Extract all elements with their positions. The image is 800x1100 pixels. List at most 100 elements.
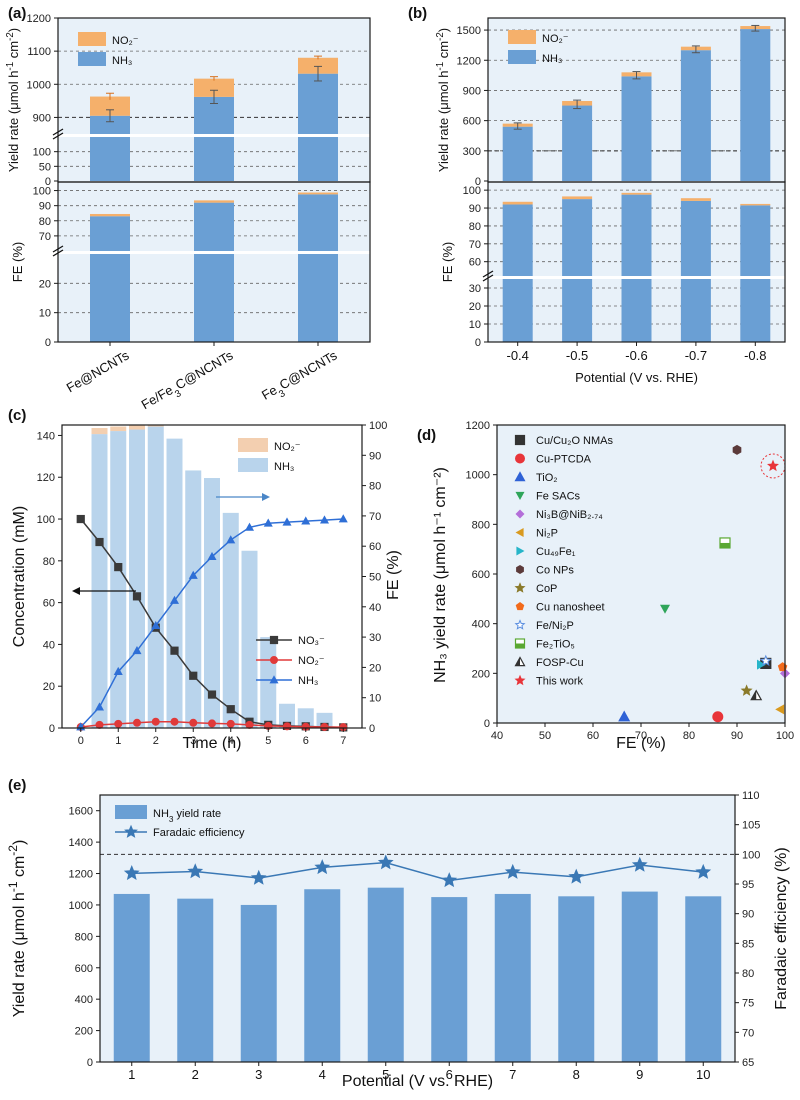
x-tick-label: 5	[382, 1067, 389, 1082]
y-tick-label: 30	[469, 283, 481, 295]
series-line-fe	[131, 861, 704, 882]
axis-break-gap	[58, 251, 370, 254]
bar-nh3-fe	[680, 200, 711, 276]
x-tick-label: -0.4	[506, 348, 528, 363]
bar-nh3-yield	[680, 50, 711, 181]
y-tick-label: 600	[75, 963, 93, 975]
legend-label: Ni₃B@NiB₂.₇₄	[536, 509, 603, 521]
bar-no2-yield	[194, 78, 234, 97]
y-tick-label: 60	[43, 598, 55, 610]
y-axis-label-part: -2	[6, 845, 20, 856]
x-tick-label: 80	[683, 730, 695, 742]
legend-marker	[516, 546, 525, 556]
legend-label: TiO₂	[536, 472, 558, 484]
y-tick-label: 400	[75, 994, 93, 1006]
y2-axis-label: Faradaic efficiency (%)	[773, 847, 790, 1009]
panel-c: (c)0204060801001201400102030405060708090…	[8, 407, 402, 752]
bar-nh3-fe-lower	[680, 279, 711, 342]
legend-marker	[515, 491, 525, 500]
bar-no2-fe	[740, 203, 771, 206]
data-point-NO2-	[114, 719, 123, 728]
data-point-NO2-	[170, 717, 179, 726]
y-tick-label: 200	[472, 668, 490, 680]
bar-yield	[367, 887, 404, 1062]
y2-tick-label: 75	[742, 998, 754, 1010]
legend-label: Fe/Ni₂P	[536, 620, 574, 632]
data-point-NH3	[319, 515, 330, 524]
x-tick-label: 6	[446, 1067, 453, 1082]
legend-label-no2-fe: NO₂⁻	[274, 441, 301, 453]
legend-label: Co NPs	[536, 565, 574, 577]
legend-swatch-no2	[78, 32, 106, 46]
legend-swatch-no2-fe	[238, 438, 268, 452]
y-tick-label: 1600	[69, 806, 93, 818]
legend-label-nh3-fe: NH₃	[274, 461, 294, 473]
bar-nh3-fe	[502, 204, 533, 276]
x-tick-label: 100	[776, 730, 794, 742]
y-tick-label: 50	[39, 161, 51, 173]
legend-label-yield-part: yield rate	[173, 808, 221, 820]
y-axis-label: Concentration (mM)	[11, 506, 28, 647]
y-axis-label-yield-part: Yield rate (μmol h	[436, 70, 451, 172]
data-point-fe	[314, 859, 331, 875]
bar-nh3-yield	[621, 76, 652, 181]
axis-break-mark	[52, 132, 64, 140]
y-tick-label: 1200	[69, 869, 93, 881]
y2-tick-label: 110	[742, 790, 760, 802]
legend-marker	[516, 565, 524, 574]
x-tick-label: 60	[587, 730, 599, 742]
data-point	[767, 459, 779, 472]
y-tick-label: 1100	[27, 46, 51, 58]
panel-label-b: (b)	[408, 5, 427, 22]
legend-marker	[514, 582, 526, 593]
data-point-fe	[695, 863, 712, 879]
y2-tick-label: 95	[742, 879, 754, 891]
y2-tick-label: 80	[742, 968, 754, 980]
bar-yield	[621, 891, 658, 1062]
legend-marker-fe	[124, 824, 138, 838]
panel-b: (b)030060090012001500607080901000102030-…	[408, 5, 786, 385]
y2-tick-label: 50	[369, 572, 381, 584]
y-axis-label-yield-part: cm	[436, 41, 451, 62]
x-tick-label: 1	[115, 735, 121, 747]
y-axis-label-part: cm	[11, 856, 28, 882]
data-point-NH3	[226, 535, 236, 544]
x-tick-label: -0.8	[744, 348, 766, 363]
x-category-label: Fe/Fe3C@NCNTs	[139, 347, 239, 417]
legend-marker	[515, 528, 524, 537]
y-axis-label-yield-part: -2	[5, 32, 16, 41]
x-tick-label: 3	[190, 735, 196, 747]
x-tick-label: 2	[153, 735, 159, 747]
legend-label-no2: NO₂⁻	[112, 35, 139, 47]
y-axis-label-yield-part: )	[6, 28, 21, 32]
x-tick-label: 4	[319, 1067, 326, 1082]
x-tick-label: 8	[573, 1067, 580, 1082]
data-point-NO2-	[208, 719, 216, 728]
bar-no2-fe	[147, 425, 164, 427]
legend-label-yield: NH3 yield rate	[153, 808, 221, 824]
data-point-NO3-	[170, 646, 179, 655]
bar-yield	[558, 896, 595, 1062]
y-tick-label: 1200	[27, 13, 51, 25]
bar-no2-fe	[298, 192, 338, 195]
data-point-NH3	[94, 702, 105, 711]
legend-marker-fill	[515, 643, 525, 648]
y-tick-label: 40	[43, 639, 55, 651]
bar-nh3-yield-lower	[298, 137, 338, 181]
legend-swatch-nh3-fe	[238, 458, 268, 472]
y-tick-label: 140	[37, 430, 55, 442]
y-tick-label: 1200	[457, 55, 481, 67]
bar-nh3-fe-lower	[562, 279, 593, 342]
y-tick-label: 1000	[466, 470, 490, 482]
plot-area	[497, 425, 785, 723]
y-tick-label: 1400	[69, 837, 93, 849]
x-tick-label: 6	[303, 735, 309, 747]
data-point-NO2-	[320, 722, 329, 731]
data-point-NO2-	[151, 717, 160, 726]
x-category-label-part: Fe/Fe	[139, 382, 176, 412]
data-point	[618, 710, 631, 722]
data-point-fe	[504, 863, 521, 879]
data-point-NO3-	[226, 705, 235, 714]
x-tick-label: 10	[696, 1067, 710, 1082]
